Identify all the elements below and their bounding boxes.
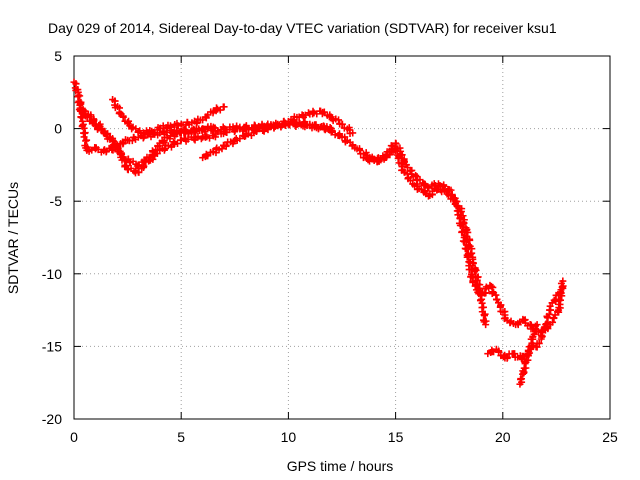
- series-track-e: [199, 107, 357, 162]
- y-axis-label: SDTVAR / TECUs: [5, 182, 21, 294]
- series-track-d: [109, 96, 228, 138]
- series-markers: [70, 78, 567, 337]
- y-tick-label: -5: [50, 193, 63, 209]
- x-tick-label: 15: [388, 429, 404, 445]
- x-tick-label: 20: [495, 429, 511, 445]
- axes-box: [73, 55, 611, 420]
- x-tick-label: 0: [70, 429, 78, 445]
- x-tick-label: 10: [281, 429, 297, 445]
- series-track-a: [70, 78, 567, 337]
- data-series: [70, 78, 567, 388]
- y-tick-label: -20: [42, 411, 62, 427]
- y-tick-label: -10: [42, 266, 62, 282]
- series-markers: [359, 139, 490, 329]
- plot-frame: [73, 55, 611, 420]
- x-tick-label: 5: [177, 429, 185, 445]
- series-markers: [76, 107, 217, 170]
- series-track-h: [516, 321, 541, 388]
- chart-title: Day 029 of 2014, Sidereal Day-to-day VTE…: [48, 20, 557, 36]
- grid-lines: [73, 55, 611, 420]
- x-tick-label: 25: [602, 429, 618, 445]
- tick-marks: [73, 55, 611, 420]
- series-track-c: [76, 107, 217, 170]
- x-tick-labels: 0 5 10 15 20 25: [70, 429, 618, 445]
- y-tick-label: 5: [54, 48, 62, 64]
- x-axis-label: GPS time / hours: [287, 458, 394, 474]
- y-tick-label: 0: [54, 121, 62, 137]
- series-markers: [484, 284, 567, 363]
- series-markers: [516, 321, 541, 388]
- y-tick-labels: -20 -15 -10 -5 0 5: [42, 48, 62, 427]
- series-track-f: [359, 139, 490, 329]
- series-markers: [199, 107, 357, 162]
- y-tick-label: -15: [42, 338, 62, 354]
- series-markers: [109, 96, 228, 138]
- series-track-g: [484, 284, 567, 363]
